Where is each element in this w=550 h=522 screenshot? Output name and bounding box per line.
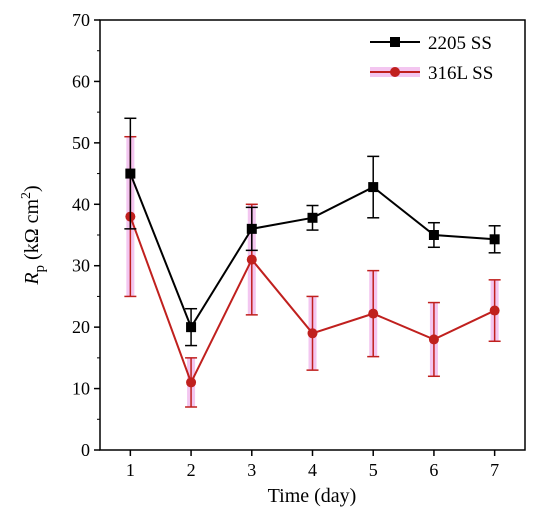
- y-tick-label: 40: [72, 194, 90, 214]
- legend: 2205 SS 316L SS: [370, 33, 493, 84]
- data-point-316l: [246, 254, 257, 265]
- x-tick-label: 1: [126, 460, 135, 480]
- x-tick-label: 5: [369, 460, 378, 480]
- y-tick-label: 10: [72, 379, 90, 399]
- data-point-316l: [428, 334, 439, 345]
- plot-frame: [99, 19, 526, 451]
- y-tick-label: 50: [72, 133, 90, 153]
- x-tick-label: 3: [247, 460, 256, 480]
- legend-label-2205: 2205 SS: [428, 33, 492, 54]
- y-axis-title: Rp (kΩ cm2): [19, 185, 48, 285]
- data-point-2205: [428, 230, 439, 240]
- y-axis-symbol: R: [21, 272, 43, 285]
- series-layer: [124, 117, 501, 408]
- y-axis-unit-sup: 2: [19, 192, 34, 199]
- data-point-316l: [489, 305, 500, 316]
- data-point-2205: [489, 234, 500, 245]
- y-axis-unit-prefix: (kΩ cm: [21, 199, 43, 265]
- y-tick-label: 70: [72, 10, 90, 30]
- y-axis: 0 10 20 30 40 50 60 70: [72, 10, 100, 460]
- x-tick-label: 6: [429, 460, 438, 480]
- x-tick-label: 4: [308, 460, 317, 480]
- y-tick-label: 30: [72, 256, 90, 276]
- y-axis-subscript: p: [32, 265, 48, 273]
- data-point-2205: [307, 212, 318, 223]
- y-tick-label: 0: [81, 440, 90, 460]
- y-tick-label: 20: [72, 317, 90, 337]
- data-point-316l: [307, 328, 318, 339]
- data-point-316l: [186, 377, 197, 388]
- data-point-2205: [246, 223, 257, 234]
- x-tick-label: 2: [187, 460, 196, 480]
- data-point-2205: [125, 168, 136, 179]
- y-tick-label: 60: [72, 71, 90, 91]
- data-point-316l: [368, 308, 379, 319]
- x-axis: 1 2 3 4 5 6 7: [126, 450, 499, 480]
- data-point-2205: [368, 182, 379, 193]
- legend-marker-316l: [390, 67, 400, 77]
- legend-label-316l: 316L SS: [428, 63, 493, 84]
- legend-marker-2205: [390, 37, 400, 47]
- data-point-2205: [186, 322, 197, 333]
- x-axis-title: Time (day): [268, 485, 357, 507]
- x-tick-label: 7: [490, 460, 499, 480]
- y-axis-unit-suffix: ): [21, 185, 43, 192]
